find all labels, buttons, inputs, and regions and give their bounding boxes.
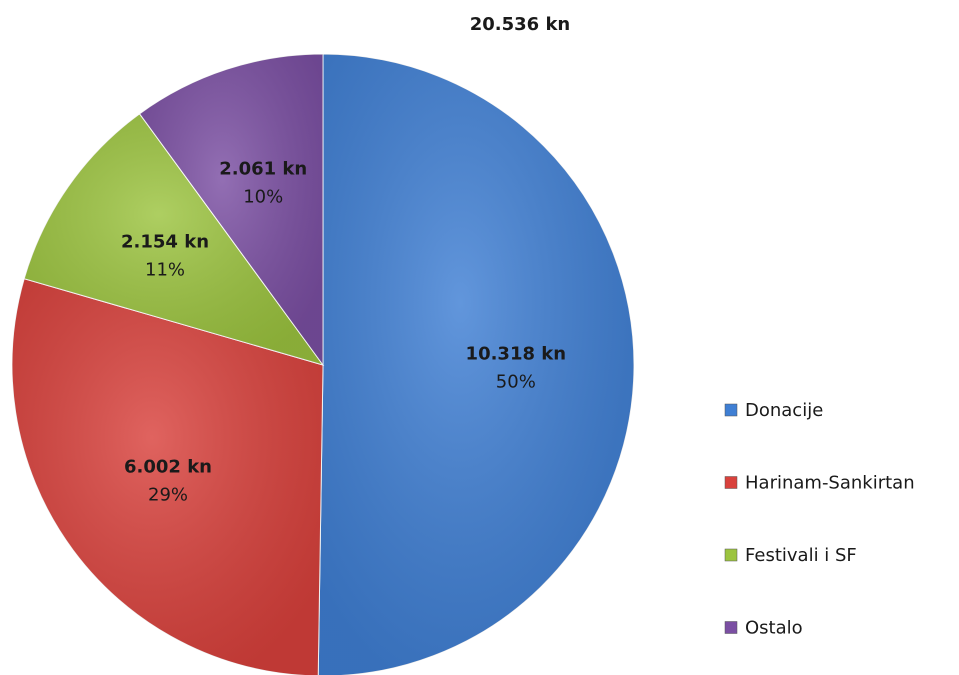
legend-swatch (724, 548, 738, 562)
legend-swatch (724, 476, 738, 489)
legend-label: Ostalo (745, 618, 803, 639)
percent-label: 11% (145, 259, 185, 280)
percent-label: 10% (243, 187, 283, 208)
legend-label: Festivali i SF (745, 545, 857, 566)
legend-label: Donacije (745, 400, 823, 421)
percent-label: 29% (148, 485, 188, 506)
chart-title: 20.536 kn (470, 14, 571, 35)
legend-swatch (724, 621, 738, 634)
pie-slice (317, 53, 635, 675)
value-label: 10.318 kn (466, 343, 567, 364)
value-label: 2.154 kn (121, 231, 209, 252)
value-label: 6.002 kn (124, 457, 212, 478)
legend-swatch (724, 403, 738, 417)
value-label: 2.061 kn (219, 159, 307, 180)
percent-label: 50% (496, 371, 536, 392)
legend-label: Harinam-Sankirtan (745, 473, 915, 494)
